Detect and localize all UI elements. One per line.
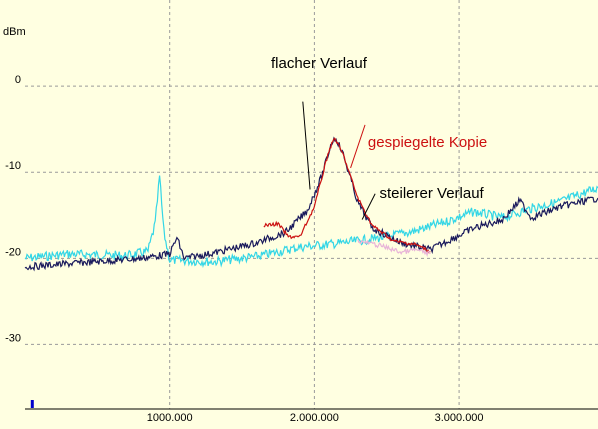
series-layer bbox=[24, 136, 598, 272]
tick-layer: 1000.000 2.000.000 3.000.000 0 -10 -20 -30 bbox=[5, 74, 483, 424]
series-line-3 bbox=[357, 239, 431, 258]
annotation-label: steilerer Verlauf bbox=[380, 185, 485, 202]
annotation-label: flacher Verlauf bbox=[271, 55, 368, 72]
position-marker bbox=[30, 400, 34, 408]
y-tick-label: -10 bbox=[5, 160, 21, 172]
annotation-pointer bbox=[361, 193, 376, 220]
y-tick-label: -30 bbox=[5, 332, 21, 344]
annotation-layer: flacher Verlauf gespiegelte Kopie steilere… bbox=[271, 55, 487, 220]
annotation-pointer bbox=[350, 124, 366, 169]
x-tick-label: 3.000.000 bbox=[435, 412, 484, 424]
x-tick-label: 2.000.000 bbox=[290, 412, 339, 424]
annotation-pointer bbox=[302, 101, 311, 190]
y-tick-label: -20 bbox=[5, 246, 21, 258]
x-tick-label: 1000.000 bbox=[147, 412, 193, 424]
series-line-2 bbox=[263, 137, 431, 254]
annotation-label: gespiegelte Kopie bbox=[368, 134, 487, 151]
series-line-1 bbox=[24, 136, 598, 272]
y-tick-label: 0 bbox=[15, 74, 21, 86]
y-axis-label: dBm bbox=[3, 26, 26, 38]
